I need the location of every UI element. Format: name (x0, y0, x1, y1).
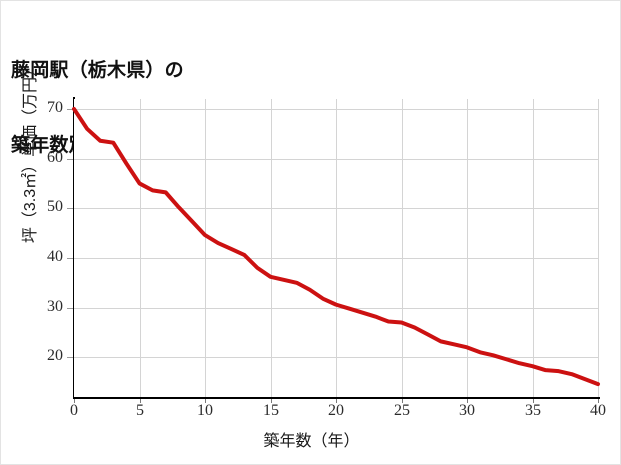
gridline-vertical (271, 99, 272, 397)
title-line-1: 藤岡駅（栃木県）の (11, 59, 184, 81)
plot-area (72, 99, 600, 397)
y-tick-label: 70 (47, 99, 63, 116)
x-tick-mark (598, 397, 599, 403)
gridline-vertical (533, 99, 534, 397)
y-tick-label: 50 (47, 198, 63, 215)
x-axis-title: 築年数（年） (263, 433, 360, 450)
x-tick-label: 10 (197, 402, 213, 419)
y-tick-mark (67, 109, 74, 110)
x-tick-label: 0 (70, 402, 78, 419)
x-tick-mark (205, 397, 206, 403)
gridline-vertical (336, 99, 337, 397)
gridline-vertical (402, 99, 403, 397)
x-axis-spine (73, 397, 600, 399)
y-tick-mark (67, 159, 74, 160)
y-tick-label: 60 (47, 149, 63, 166)
y-tick-mark (67, 308, 74, 309)
x-tick-label: 20 (328, 402, 344, 419)
x-tick-mark (533, 397, 534, 403)
gridline-vertical (598, 99, 599, 397)
x-tick-mark (402, 397, 403, 403)
gridline-vertical (467, 99, 468, 397)
x-tick-label: 30 (459, 402, 475, 419)
y-tick-label: 30 (47, 298, 63, 315)
x-tick-label: 5 (136, 402, 144, 419)
x-tick-label: 15 (263, 402, 279, 419)
x-tick-mark (74, 397, 75, 403)
x-tick-mark (336, 397, 337, 403)
x-tick-label: 40 (590, 402, 606, 419)
y-tick-mark (67, 258, 74, 259)
x-tick-mark (271, 397, 272, 403)
y-tick-label: 20 (47, 347, 63, 364)
price-line-series (72, 106, 600, 387)
x-tick-mark (140, 397, 141, 403)
price-line-path (72, 106, 600, 387)
gridline-vertical (205, 99, 206, 397)
x-tick-label: 25 (394, 402, 410, 419)
y-tick-label: 40 (47, 248, 63, 265)
x-tick-mark (467, 397, 468, 403)
y-tick-mark (67, 208, 74, 209)
gridline-vertical (140, 99, 141, 397)
x-tick-label: 35 (525, 402, 541, 419)
y-tick-mark (67, 357, 74, 358)
